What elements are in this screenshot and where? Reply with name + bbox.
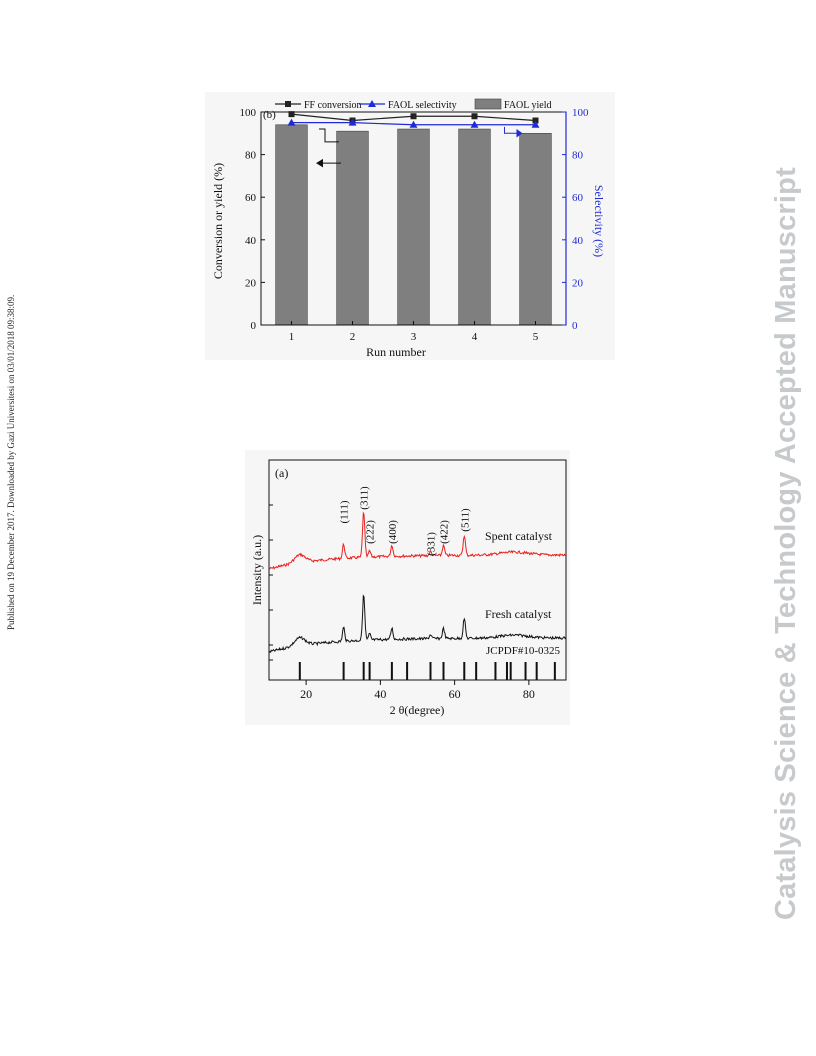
selectivity-point bbox=[531, 120, 540, 128]
reference-label: JCPDF#10-0325 bbox=[486, 645, 560, 657]
panel-label-b: (b) bbox=[263, 109, 276, 121]
recycle-plot-area: 0 0 20 20 40 40 60 60 80 80 100 100 1 2 3 4 5 bbox=[240, 107, 590, 343]
right-y-tick-label: 40 bbox=[572, 235, 584, 247]
right-y-tick-label: 0 bbox=[572, 320, 578, 332]
peak-label: (311) bbox=[359, 486, 371, 510]
y-tick-label: 80 bbox=[245, 150, 257, 162]
right-axis-arrow bbox=[504, 126, 519, 134]
peak-label: (331) bbox=[425, 532, 437, 556]
conversion-point bbox=[471, 113, 478, 120]
left-axis-arrow bbox=[319, 128, 339, 143]
x-tick-label: 5 bbox=[533, 331, 539, 343]
selectivity-point bbox=[287, 118, 296, 126]
legend-marker bbox=[368, 100, 376, 107]
conversion-point bbox=[532, 117, 539, 124]
publication-side-note: Published on 19 December 2017. Downloade… bbox=[6, 294, 16, 630]
peak-label: (111) bbox=[339, 500, 351, 523]
fresh-catalyst-trace bbox=[268, 594, 566, 654]
peak-label: (511) bbox=[459, 508, 471, 532]
legend-label: FF conversion bbox=[304, 100, 362, 111]
chart-background bbox=[245, 450, 570, 725]
arrow-head bbox=[516, 129, 523, 138]
xrd-plot-area: 20 40 60 80 Spent catalyst Fresh catalyst (111… bbox=[268, 459, 567, 701]
peak-label: (222) bbox=[365, 520, 377, 544]
plot-frame bbox=[268, 459, 567, 681]
legend-label: FAOL selectivity bbox=[388, 100, 457, 111]
legend-marker bbox=[285, 101, 291, 107]
peak-label: (422) bbox=[438, 520, 450, 544]
yield-bar bbox=[458, 128, 491, 326]
x-tick-label: 20 bbox=[300, 687, 312, 701]
y-tick-label: 20 bbox=[245, 277, 257, 289]
y-axis-label: Intensity (a.u.) bbox=[250, 535, 264, 605]
right-y-tick-label: 100 bbox=[572, 107, 589, 119]
right-y-tick-label: 80 bbox=[572, 150, 584, 162]
y-tick-label: 40 bbox=[245, 235, 257, 247]
selectivity-point bbox=[348, 118, 357, 126]
x-axis-label: 2 θ(degree) bbox=[390, 703, 445, 717]
right-y-axis-label: Selectivity (%) bbox=[592, 185, 606, 257]
series-label: Fresh catalyst bbox=[485, 607, 552, 621]
x-tick-label: 40 bbox=[374, 687, 386, 701]
series-label: Spent catalyst bbox=[485, 529, 553, 543]
x-axis-label: Run number bbox=[366, 345, 426, 359]
yield-bar bbox=[519, 132, 552, 326]
recycle-chart: 0 0 20 20 40 40 60 60 80 80 100 100 1 2 3 4 5 (b) FF con… bbox=[205, 92, 615, 360]
y-tick-label: 60 bbox=[245, 192, 257, 204]
selectivity-point bbox=[470, 120, 479, 128]
legend-label: FAOL yield bbox=[504, 100, 552, 111]
yield-bar bbox=[336, 130, 369, 326]
x-tick-label: 1 bbox=[289, 331, 295, 343]
x-tick-label: 80 bbox=[523, 687, 535, 701]
accepted-manuscript-watermark: Catalysis Science & Technology Accepted … bbox=[770, 167, 802, 920]
conversion-point bbox=[288, 111, 295, 118]
x-tick-label: 4 bbox=[472, 331, 478, 343]
conversion-point bbox=[410, 113, 417, 120]
selectivity-point bbox=[409, 120, 418, 128]
x-tick-label: 2 bbox=[350, 331, 356, 343]
arrow-head bbox=[316, 158, 323, 168]
y-axis-label: Conversion or yield (%) bbox=[211, 163, 225, 279]
right-y-tick-label: 60 bbox=[572, 192, 584, 204]
peak-label: (400) bbox=[387, 520, 399, 544]
x-tick-label: 3 bbox=[411, 331, 417, 343]
yield-bar bbox=[397, 128, 430, 326]
legend-swatch bbox=[474, 98, 502, 110]
yield-bar bbox=[275, 124, 308, 326]
spent-catalyst-trace bbox=[269, 511, 566, 570]
panel-label-a: (a) bbox=[275, 466, 288, 480]
xrd-chart: 20 40 60 80 Spent catalyst Fresh catalyst (111… bbox=[245, 450, 570, 725]
y-tick-label: 100 bbox=[240, 107, 257, 119]
right-y-tick-label: 20 bbox=[572, 277, 584, 289]
y-tick-label: 0 bbox=[251, 320, 257, 332]
x-tick-label: 60 bbox=[449, 687, 461, 701]
recycle-legend: FF conversion FAOL selectivity FAOL yield bbox=[275, 98, 552, 111]
